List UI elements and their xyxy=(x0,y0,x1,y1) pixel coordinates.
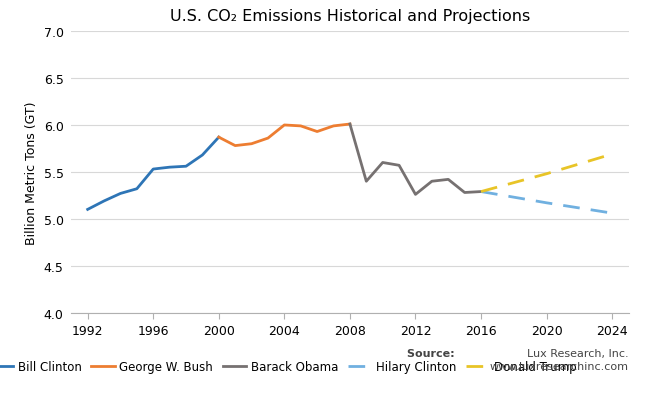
Y-axis label: Billion Metric Tons (GT): Billion Metric Tons (GT) xyxy=(25,101,38,244)
Text: Source:: Source: xyxy=(407,348,458,358)
Text: www.luxresearchinc.com: www.luxresearchinc.com xyxy=(489,361,629,371)
Text: Lux Research, Inc.: Lux Research, Inc. xyxy=(527,348,629,358)
Title: U.S. CO₂ Emissions Historical and Projections: U.S. CO₂ Emissions Historical and Projec… xyxy=(170,9,530,24)
Legend: Bill Clinton, George W. Bush, Barack Obama, Hilary Clinton, Donald Trump: Bill Clinton, George W. Bush, Barack Oba… xyxy=(0,355,581,378)
